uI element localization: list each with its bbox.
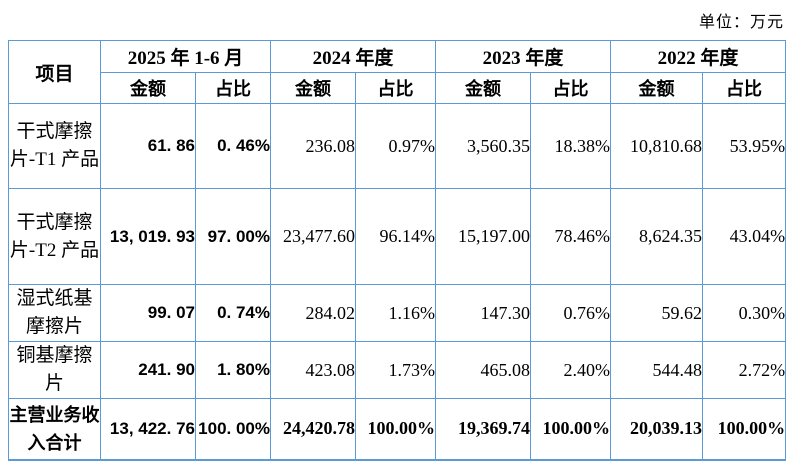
cell-amount-2023: 15,197.00: [435, 188, 532, 285]
cell-amount-2022: 8,624.35: [610, 188, 704, 285]
table-row: 铜基摩擦片 241. 90 1. 80% 423.08 1.73% 465.08…: [8, 341, 787, 399]
column-header-2025: 2025 年 1-6 月: [99, 40, 272, 73]
table-row: 湿式纸基摩擦片 99. 07 0. 74% 284.02 1.16% 147.3…: [8, 284, 787, 342]
cell-amount-2025: 13, 019. 93: [100, 188, 196, 285]
cell-amount-2025: 61. 86: [100, 103, 196, 189]
table-row: 干式摩擦片-T2 产品 13, 019. 93 97. 00% 23,477.6…: [8, 188, 787, 285]
cell-ratio-2024: 1.16%: [355, 284, 437, 342]
cell-amount-2024: 23,477.60: [270, 188, 357, 285]
cell-ratio-2022: 0.30%: [702, 284, 787, 342]
cell-ratio-2023: 78.46%: [530, 188, 612, 285]
cell-amount-2023: 147.30: [435, 284, 532, 342]
column-header-2024: 2024 年度: [270, 40, 437, 73]
table-row: 干式摩擦片-T1 产品 61. 86 0. 46% 236.08 0.97% 3…: [8, 103, 787, 189]
cell-amount-2024: 284.02: [270, 284, 357, 342]
cell-ratio-2023: 100.00%: [530, 398, 612, 461]
cell-amount-2023: 3,560.35: [435, 103, 532, 189]
cell-amount-2023: 465.08: [435, 341, 532, 399]
row-label: 湿式纸基摩擦片: [8, 284, 101, 342]
cell-ratio-2025: 0. 74%: [194, 284, 272, 342]
cell-amount-2024: 24,420.78: [270, 398, 357, 461]
cell-ratio-2024: 1.73%: [355, 341, 437, 399]
table-row-total: 主营业务收入合计 13, 422. 76 100. 00% 24,420.78 …: [8, 398, 787, 461]
cell-amount-2025: 13, 422. 76: [100, 398, 196, 461]
cell-amount-2022: 10,810.68: [610, 103, 704, 189]
header-row-subcolumns: 金额 占比 金额 占比 金额 占比 金额 占比: [9, 72, 787, 104]
cell-ratio-2025: 1. 80%: [194, 341, 272, 399]
cell-ratio-2022: 100.00%: [702, 398, 787, 461]
row-label-total: 主营业务收入合计: [8, 398, 101, 461]
cell-amount-2023: 19,369.74: [435, 398, 532, 461]
row-label: 干式摩擦片-T1 产品: [8, 103, 101, 189]
cell-ratio-2025: 100. 00%: [194, 398, 272, 461]
cell-ratio-2022: 53.95%: [702, 103, 787, 189]
cell-ratio-2023: 0.76%: [530, 284, 612, 342]
subheader-amount-2022: 金额: [610, 72, 704, 104]
row-label: 干式摩擦片-T2 产品: [8, 188, 101, 285]
subheader-ratio-2025: 占比: [194, 72, 272, 104]
cell-ratio-2025: 0. 46%: [194, 103, 272, 189]
cell-amount-2024: 236.08: [270, 103, 357, 189]
cell-ratio-2023: 18.38%: [530, 103, 612, 189]
cell-amount-2024: 423.08: [270, 341, 357, 399]
column-header-2022: 2022 年度: [610, 40, 787, 73]
row-label: 铜基摩擦片: [8, 341, 101, 399]
header-row-periods: 项目 2025 年 1-6 月 2024 年度 2023 年度 2022 年度: [8, 40, 787, 104]
cell-amount-2025: 241. 90: [100, 341, 196, 399]
subheader-ratio-2023: 占比: [530, 72, 612, 104]
cell-ratio-2022: 43.04%: [702, 188, 787, 285]
cell-amount-2022: 544.48: [610, 341, 704, 399]
subheader-amount-2024: 金额: [270, 72, 357, 104]
cell-ratio-2025: 97. 00%: [194, 188, 272, 285]
subheader-ratio-2022: 占比: [702, 72, 787, 104]
subheader-ratio-2024: 占比: [355, 72, 437, 104]
column-header-item: 项目: [8, 40, 101, 104]
unit-label: 单位：万元: [698, 14, 784, 31]
cell-ratio-2023: 2.40%: [530, 341, 612, 399]
cell-ratio-2024: 96.14%: [355, 188, 437, 285]
subheader-amount-2023: 金额: [435, 72, 532, 104]
cell-amount-2025: 99. 07: [100, 284, 196, 342]
revenue-breakdown-table: 项目 2025 年 1-6 月 2024 年度 2023 年度 2022 年度 …: [8, 40, 787, 461]
cell-ratio-2022: 2.72%: [702, 341, 787, 399]
column-header-2023: 2023 年度: [435, 40, 612, 73]
cell-amount-2022: 59.62: [610, 284, 704, 342]
subheader-amount-2025: 金额: [100, 72, 196, 104]
cell-ratio-2024: 100.00%: [355, 398, 437, 461]
cell-amount-2022: 20,039.13: [610, 398, 704, 461]
cell-ratio-2024: 0.97%: [355, 103, 437, 189]
